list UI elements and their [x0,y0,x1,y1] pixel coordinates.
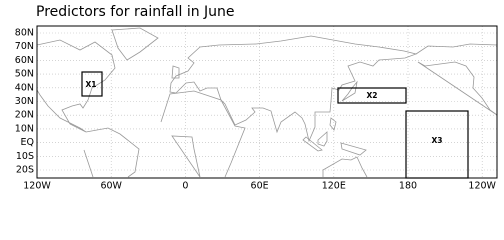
region-label: X1 [85,80,96,89]
coastline [322,156,368,178]
lon-label: 120W [23,181,51,192]
coastline [340,142,367,156]
coastline [36,39,116,133]
region-label: X2 [366,91,377,100]
predictor-region: X3 [405,110,469,179]
region-box [405,110,469,179]
map-figure: Predictors for rainfall in June X1 X2 X3… [15,4,498,192]
lon-label: 120E [322,181,346,192]
coastline [171,65,180,79]
lon-label: 60W [100,181,122,192]
lat-label: 50N [15,69,34,80]
coastline [415,43,498,116]
coastline [317,131,328,147]
coastline [302,136,323,152]
lon-label: 0 [182,181,188,192]
lon-label: 60E [251,181,269,192]
lat-label: 40N [15,82,34,93]
coastline [160,90,246,178]
predictor-region: X1 [81,71,103,97]
coastlines [36,27,498,178]
lat-label: 10S [16,151,34,162]
predictor-region: X2 [337,87,407,104]
lat-label: 70N [15,41,34,52]
lat-label: 20S [16,165,34,176]
axis-labels: 80N 70N 60N 50N 40N 30N 20N 10N EQ 10S 20S 120W 60W 0… [15,28,497,192]
lat-label: 10N [15,123,34,134]
lat-label: 30N [15,96,34,107]
lat-label: EQ [21,137,34,148]
grid [36,26,497,178]
region-label: X3 [431,136,442,145]
map-frame [36,25,498,179]
region-box [81,71,103,97]
coastline [341,80,358,102]
lat-label: 80N [15,28,34,39]
lat-label: 20N [15,110,34,121]
region-box [337,87,407,104]
coastline [169,35,418,143]
lon-label: 120W [468,181,496,192]
coastline [83,127,140,178]
map-title: Predictors for rainfall in June [36,4,235,20]
lat-label: 60N [15,55,34,66]
coastline [329,117,337,131]
lon-label: 180 [399,181,417,192]
coastline [111,27,159,61]
